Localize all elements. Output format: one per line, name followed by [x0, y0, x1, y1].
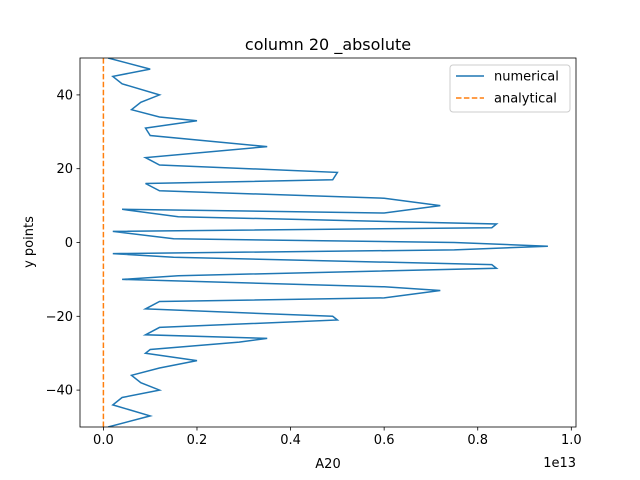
y-tick-label: 40	[56, 88, 73, 103]
legend-label-analytical: analytical	[494, 92, 557, 107]
x-tick-label: 0.0	[93, 433, 114, 448]
x-offset-label: 1e13	[543, 456, 576, 471]
legend-label-numerical: numerical	[494, 70, 559, 85]
chart-title: column 20 _absolute	[245, 35, 411, 55]
x-axis-label: A20	[315, 457, 340, 472]
y-tick-label: −20	[46, 310, 73, 325]
x-tick-label: 0.8	[467, 433, 488, 448]
legend: numerical analytical	[449, 64, 571, 113]
y-tick-label: 0	[65, 236, 73, 251]
x-tick-label: 0.6	[374, 433, 395, 448]
y-tick-label: 20	[56, 162, 73, 177]
plot-area	[102, 58, 548, 427]
x-tick-label: 0.4	[280, 433, 301, 448]
y-tick-label: −40	[46, 384, 73, 399]
x-tick-label: 0.2	[187, 433, 208, 448]
axes: 0.0 0.2 0.4 0.6 0.8 1.0 −40 −20 0 20 40	[46, 57, 582, 448]
series-numerical-line	[107, 58, 548, 427]
y-axis-label: y points	[22, 216, 37, 268]
x-tick-label: 1.0	[561, 433, 582, 448]
